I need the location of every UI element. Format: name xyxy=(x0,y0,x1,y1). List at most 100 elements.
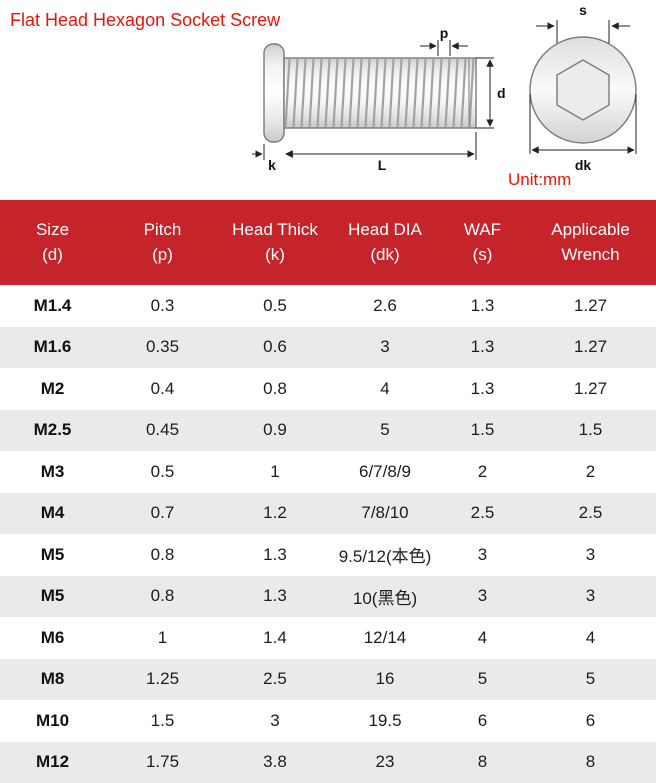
spec-cell: 0.35 xyxy=(145,337,180,357)
spec-cell: 2.5 xyxy=(263,669,287,689)
spec-cell: 3 xyxy=(270,710,280,730)
spec-cell: 3 xyxy=(477,586,488,606)
header-line: Size xyxy=(35,219,70,239)
table-row: M5 0.8 1.3 10(黑色) 3 3 xyxy=(0,575,656,617)
table-row: M8 1.25 2.5 16 5 5 xyxy=(0,658,656,700)
dim-label-d: d xyxy=(497,85,506,101)
spec-cell: 1.27 xyxy=(573,295,608,315)
table-row: M10 1.5 3 19.5 6 6 xyxy=(0,700,656,742)
hex-socket-shape xyxy=(556,59,610,121)
spec-cell: 1.3 xyxy=(470,378,495,398)
spec-cell: 5 xyxy=(477,669,488,689)
dim-label-L: L xyxy=(378,157,387,172)
spec-cell: 2.6 xyxy=(373,295,397,315)
diagram-area: Flat Head Hexagon Socket Screw xyxy=(0,0,656,200)
size-cell: M5 xyxy=(40,586,65,606)
table-row: M3 0.5 1 6/7/8/9 2 2 xyxy=(0,451,656,493)
p-dimension: p xyxy=(420,28,468,56)
spec-cell: 5 xyxy=(585,669,596,689)
size-cell: M3 xyxy=(40,461,65,481)
spec-cell: 0.5 xyxy=(263,295,287,315)
spec-cell: 1.3 xyxy=(263,586,287,606)
table-row: M2 0.4 0.8 4 1.3 1.27 xyxy=(0,368,656,410)
spec-cell: 16 xyxy=(375,669,395,689)
dim-label-dk: dk xyxy=(575,157,592,173)
spec-cell: 0.8 xyxy=(263,378,287,398)
header-line: Wrench xyxy=(561,244,620,264)
spec-cell: 1.2 xyxy=(263,503,287,523)
spec-cell: 1.4 xyxy=(263,627,287,647)
spec-cell: 1.25 xyxy=(145,669,180,689)
spec-cell: 0.8 xyxy=(150,586,175,606)
page-title: Flat Head Hexagon Socket Screw xyxy=(10,10,281,30)
spec-cell: 1.5 xyxy=(150,710,175,730)
table-row: M1.6 0.35 0.6 3 1.3 1.27 xyxy=(0,326,656,368)
column-header-waf: WAF (s) xyxy=(440,200,525,285)
spec-cell: 6/7/8/9 xyxy=(359,461,411,481)
header-line: WAF xyxy=(463,219,502,239)
spec-cell: 1 xyxy=(157,627,168,647)
size-cell: M4 xyxy=(40,503,65,523)
spec-cell: 2.5 xyxy=(578,503,603,523)
spec-cell: 4 xyxy=(380,378,390,398)
column-header-size: Size (d) xyxy=(0,200,105,285)
header-line: (s) xyxy=(472,244,493,264)
spec-cell: 2 xyxy=(477,461,488,481)
size-cell: M12 xyxy=(35,752,70,772)
screw-end-view-diagram: s dk xyxy=(529,2,637,173)
spec-cell: 3 xyxy=(477,544,488,564)
screw-side-view-diagram: p d k L xyxy=(252,28,506,172)
header-line: (k) xyxy=(265,244,285,264)
spec-cell: 0.4 xyxy=(150,378,175,398)
table-header-row: Size (d) Pitch (p) Head Thick (k) Head D… xyxy=(0,200,656,285)
spec-table: Size (d) Pitch (p) Head Thick (k) Head D… xyxy=(0,200,656,783)
spec-cell: 0.3 xyxy=(150,295,175,315)
header-line: (p) xyxy=(152,244,173,264)
spec-cell: 3 xyxy=(585,544,596,564)
header-line: Head Thick xyxy=(232,219,318,239)
k-dimension: k xyxy=(252,144,297,172)
spec-cell: 2 xyxy=(585,461,596,481)
spec-cell: 4 xyxy=(477,627,488,647)
header-line: Pitch xyxy=(143,219,182,239)
spec-cell: 19.5 xyxy=(368,710,402,730)
spec-cell: 9.5/12(本色) xyxy=(338,547,432,567)
spec-cell: 4 xyxy=(585,627,596,647)
size-cell: M10 xyxy=(35,710,70,730)
spec-cell: 1.5 xyxy=(578,420,603,440)
spec-cell: 0.9 xyxy=(263,420,287,440)
spec-cell: 7/8/10 xyxy=(361,503,409,523)
size-cell: M5 xyxy=(40,544,65,564)
unit-label: Unit:mm xyxy=(508,170,572,189)
spec-cell: 1 xyxy=(270,461,280,481)
spec-cell: 0.8 xyxy=(150,544,175,564)
spec-cell: 12/14 xyxy=(363,627,407,647)
size-cell: M1.6 xyxy=(33,337,72,357)
table-row: M12 1.75 3.8 23 8 8 xyxy=(0,741,656,783)
spec-cell: 6 xyxy=(477,710,488,730)
column-header-applicable-wrench: Applicable Wrench xyxy=(525,200,656,285)
spec-cell: 0.7 xyxy=(150,503,175,523)
spec-cell: 23 xyxy=(375,752,395,772)
spec-cell: 1.27 xyxy=(573,378,608,398)
screw-shaft-shape xyxy=(283,57,477,129)
dim-label-s: s xyxy=(579,2,587,18)
spec-cell: 3.8 xyxy=(263,752,287,772)
header-line: Head DIA xyxy=(348,219,422,239)
spec-cell: 1.3 xyxy=(470,337,495,357)
spec-cell: 0.6 xyxy=(263,337,287,357)
spec-cell: 1.75 xyxy=(145,752,180,772)
spec-cell: 8 xyxy=(477,752,488,772)
dim-label-p: p xyxy=(440,28,449,41)
column-header-head-thick: Head Thick (k) xyxy=(220,200,330,285)
table-body: M1.4 0.3 0.5 2.6 1.3 1.27 M1.6 0.35 0.6 3 1.3 1.27 M… xyxy=(0,285,656,783)
column-header-pitch: Pitch (p) xyxy=(105,200,220,285)
header-line: (dk) xyxy=(370,244,400,264)
spec-cell: 1.3 xyxy=(263,544,287,564)
spec-cell: 10(黑色) xyxy=(352,588,418,608)
d-dimension: d xyxy=(476,57,506,129)
spec-cell: 8 xyxy=(585,752,596,772)
spec-cell: 5 xyxy=(380,420,390,440)
header-line: Applicable xyxy=(551,219,630,239)
